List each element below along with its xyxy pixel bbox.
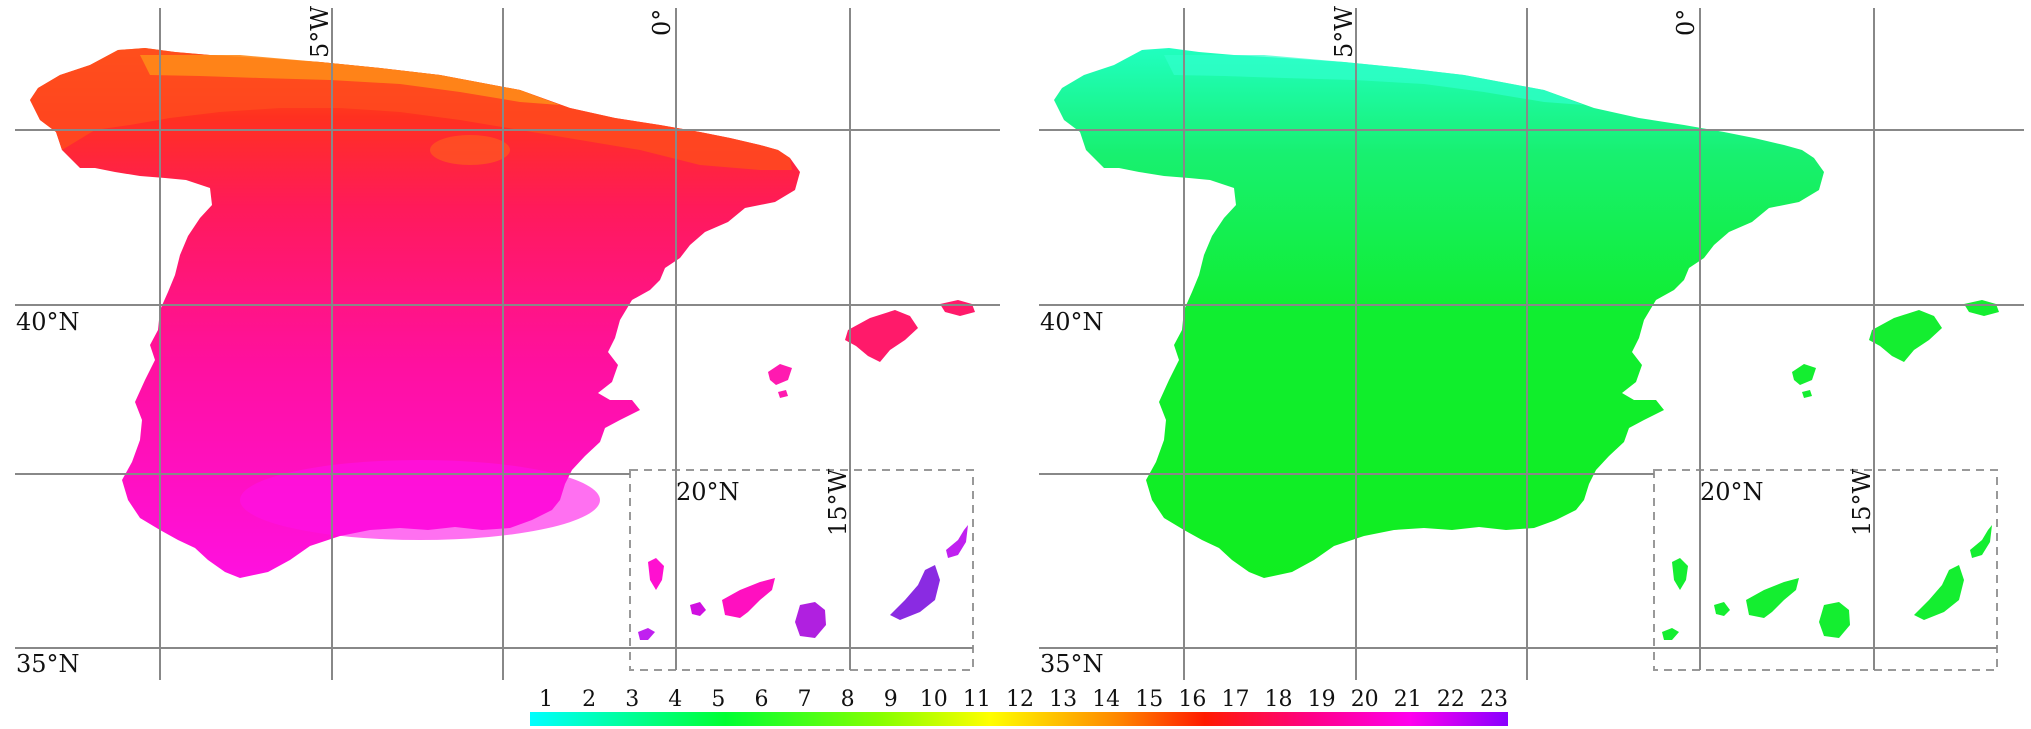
iberia-landmass — [30, 48, 800, 578]
northern-coast-band — [140, 55, 560, 105]
graticule — [1039, 8, 2024, 680]
lon-label-0: 0° — [648, 9, 676, 36]
colorbar-tick-label: 21 — [1394, 687, 1422, 712]
colorbar-tick-label: 5 — [711, 687, 725, 712]
graticule — [15, 8, 1000, 680]
inset-lat-label-20n: 20°N — [676, 478, 740, 506]
inset-lon-label-15w: 15°W — [1848, 468, 1876, 536]
colorbar-tick-label: 4 — [668, 687, 682, 712]
colorbar-tick-label: 11 — [963, 687, 991, 712]
colorbar-tick-label: 10 — [920, 687, 948, 712]
colorbar-tick-label: 3 — [625, 687, 639, 712]
colorbar-tick-label: 18 — [1265, 687, 1293, 712]
southern-region — [240, 460, 600, 540]
lon-label-0: 0° — [1672, 9, 1700, 36]
colorbar-tick-label: 16 — [1178, 687, 1206, 712]
colorbar-tick-label: 9 — [884, 687, 898, 712]
colorbar-tick-label: 13 — [1049, 687, 1077, 712]
canary-islands — [1662, 525, 1992, 640]
colorbar-tick-label: 14 — [1092, 687, 1120, 712]
colorbar-tick-label: 1 — [539, 687, 553, 712]
inset-lat-label-20n: 20°N — [1700, 478, 1764, 506]
map-panel-right: 40°N 35°N 5°W 0° 20°N 15°W — [1039, 6, 2024, 680]
colorbar-tick-label: 2 — [582, 687, 596, 712]
lat-label-35n: 35°N — [16, 650, 80, 678]
iberia-landmass — [1054, 48, 1824, 578]
canary-inset-box — [629, 469, 974, 671]
map-panel-left: 40°N 35°N 5°W 0° 20°N 15°W — [15, 6, 1000, 680]
lon-label-5w: 5°W — [1330, 6, 1358, 58]
colorbar-tick-label: 15 — [1135, 687, 1163, 712]
lat-label-40n: 40°N — [16, 308, 80, 336]
colorbar: 1 2 3 4 5 6 7 8 9 10 11 12 13 14 15 16 17 18 19 20 21 22 23 — [530, 687, 1508, 726]
lon-label-5w: 5°W — [306, 6, 334, 58]
colorbar-tick-label: 6 — [755, 687, 769, 712]
colorbar-tick-label: 8 — [841, 687, 855, 712]
colorbar-ticks: 1 2 3 4 5 6 7 8 9 10 11 12 13 14 15 16 17 18 19 20 21 22 23 — [539, 687, 1508, 712]
lat-label-35n: 35°N — [1040, 650, 1104, 678]
balearic-islands — [768, 300, 975, 398]
inset-lon-label-15w: 15°W — [824, 468, 852, 536]
canary-islands — [638, 525, 968, 640]
colorbar-tick-label: 22 — [1437, 687, 1465, 712]
pyrenean-highlands — [430, 135, 510, 165]
colorbar-tick-label: 12 — [1006, 687, 1034, 712]
colorbar-tick-label: 17 — [1222, 687, 1250, 712]
colorbar-tick-label: 19 — [1308, 687, 1336, 712]
colorbar-tick-label: 20 — [1351, 687, 1379, 712]
axis-labels: 40°N 35°N 5°W 0° 20°N 15°W — [16, 6, 852, 678]
colorbar-tick-label: 7 — [798, 687, 812, 712]
lat-label-40n: 40°N — [1040, 308, 1104, 336]
axis-labels: 40°N 35°N 5°W 0° 20°N 15°W — [1040, 6, 1876, 678]
colorbar-gradient — [530, 712, 1508, 726]
northern-coast-band — [1164, 55, 1584, 105]
canary-inset-box — [1653, 469, 1998, 671]
balearic-islands — [1792, 300, 1999, 398]
colorbar-tick-label: 23 — [1480, 687, 1508, 712]
